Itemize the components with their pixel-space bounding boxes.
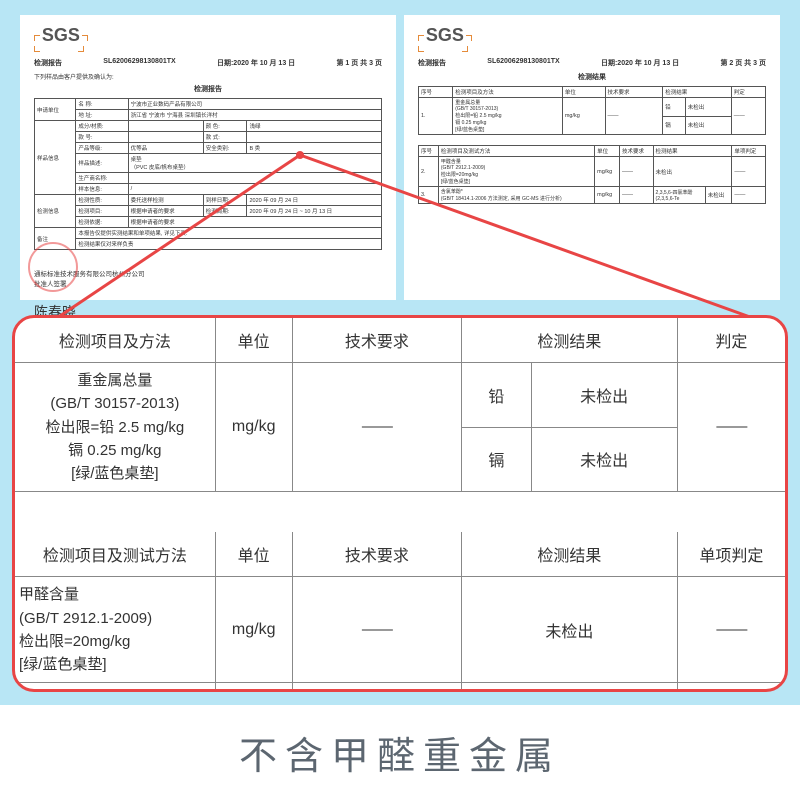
- zoom-callout: 检测项目及方法 单位 技术要求 检测结果 判定 重金属总量 (GB/T 3015…: [12, 315, 788, 692]
- report-page-2: SGS 检测报告 SL62006298130801TX 日期:2020 年 10…: [404, 15, 780, 300]
- doc1-footer2: 批准人签署: [34, 278, 382, 288]
- sgs-logo-wrap: SGS: [418, 25, 766, 54]
- doc1-section: 检测报告: [34, 84, 382, 94]
- doc1-subtitle: 下列样品由客户提供及确认为:: [34, 72, 382, 81]
- doc1-table: 申请单位名 称:宁波市正业数码产品有限公司 地 址:浙江省 宁波市 宁海县 深圳…: [34, 98, 382, 250]
- doc1-date: 日期:2020 年 10 月 13 日: [217, 58, 295, 68]
- doc2-table2: 序号检测项目及测试方法单位技术要求检测结果单项判定 2.甲醛含量 (GB/T 2…: [418, 145, 766, 204]
- doc1-footer1: 通标标准技术服务有限公司杭州分公司: [34, 268, 382, 278]
- doc1-seal-icon: [28, 242, 78, 292]
- doc1-label: 检测报告: [34, 58, 62, 68]
- zoom-table-1: 检测项目及方法 单位 技术要求 检测结果 判定 重金属总量 (GB/T 3015…: [15, 318, 785, 492]
- report-page-1: SGS 检测报告 SL62006298130801TX 日期:2020 年 10…: [20, 15, 396, 300]
- doc2-table1: 序号检测项目及方法单位技术要求检测结果判定 1.重金属总量 (GB/T 3015…: [418, 86, 766, 135]
- doc1-page: 第 1 页 共 3 页: [336, 58, 382, 68]
- caption-bar: 不含甲醛重金属: [0, 705, 800, 800]
- caption-text: 不含甲醛重金属: [239, 725, 561, 780]
- doc1-no: SL62006298130801TX: [103, 58, 175, 68]
- sgs-logo-wrap: SGS: [34, 25, 382, 54]
- sgs-logo: SGS: [42, 25, 80, 45]
- zoom-table-2: 检测项目及测试方法 单位 技术要求 检测结果 单项判定 甲醛含量 (GB/T 2…: [15, 532, 785, 692]
- doc2-section: 检测结果: [418, 72, 766, 82]
